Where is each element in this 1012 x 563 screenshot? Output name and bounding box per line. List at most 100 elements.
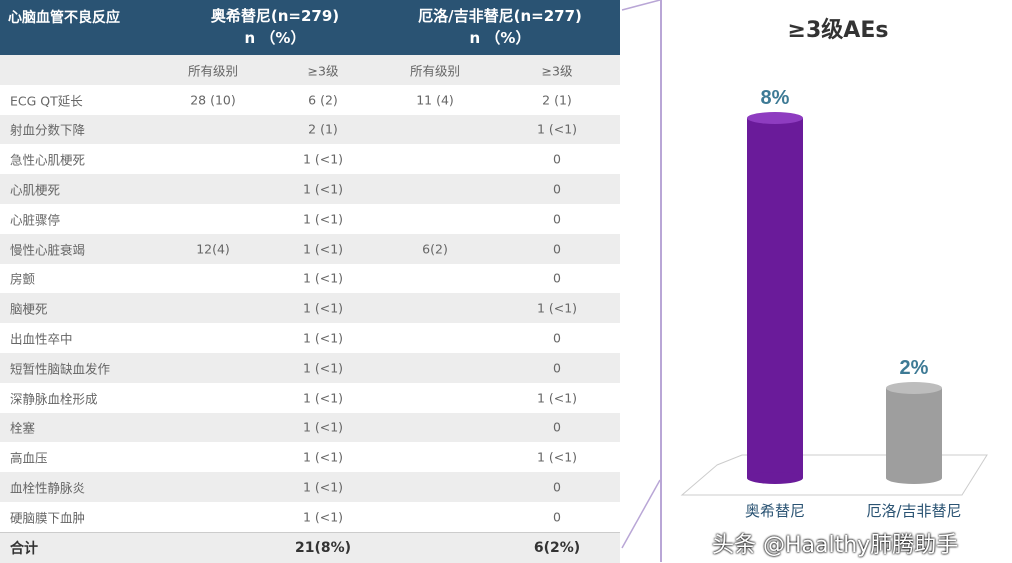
row-label: 射血分数下降: [10, 122, 86, 138]
row-label: 心肌梗死: [10, 182, 61, 198]
table-cell: 0: [553, 270, 561, 286]
row-label: 血栓性静脉炎: [10, 480, 86, 496]
table-cell: 1 (<1): [302, 151, 344, 167]
table-cell: 1 (<1): [302, 330, 344, 346]
group-name: 厄洛/吉非替尼(n=277): [418, 7, 582, 25]
table-cell: 1 (<1): [302, 211, 344, 227]
bar-bottom: [886, 472, 942, 484]
bar-bottom: [747, 472, 803, 484]
table-row: 心脏骤停 1 (<1) 0: [0, 204, 620, 234]
row-label: 急性心肌梗死: [10, 152, 86, 168]
row-label: 栓塞: [10, 420, 36, 436]
row-label: 硬脑膜下血肿: [10, 510, 86, 526]
table-cell: 0: [553, 509, 561, 525]
total-label: 合计: [10, 540, 38, 557]
table-cell: 0: [553, 419, 561, 435]
table-cell: 0: [553, 360, 561, 376]
table-cell: 0: [553, 330, 561, 346]
total-cell: 6(2%): [533, 539, 581, 556]
table-row: ECG QT延长 28 (10) 6 (2) 11 (4) 2 (1): [0, 85, 620, 115]
table-cell: 1 (<1): [302, 479, 344, 495]
table-cell: 6 (2): [308, 92, 338, 108]
category-label: 奥希替尼: [745, 502, 805, 520]
subheader: 所有级别: [409, 63, 460, 79]
bar-chart: 8% 奥希替尼 2% 厄洛/吉非替尼: [680, 87, 988, 520]
table-cell: 28 (10): [190, 92, 236, 108]
table-cell: 1 (<1): [536, 121, 578, 137]
table-cell: 1 (<1): [302, 181, 344, 197]
table-row: 射血分数下降 2 (1) 1 (<1): [0, 114, 620, 145]
category-label: 厄洛/吉非替尼: [866, 502, 961, 520]
table-row: 心肌梗死 1 (<1) 0: [0, 174, 620, 204]
table-cell: 1 (<1): [302, 449, 344, 465]
table-cell: 0: [553, 211, 561, 227]
table-cell: 1 (<1): [302, 270, 344, 286]
bar-top: [747, 112, 803, 124]
table-row: 出血性卒中 1 (<1) 0: [0, 323, 620, 353]
table-row: 短暂性脑缺血发作 1 (<1) 0: [0, 352, 620, 383]
table-cell: 12(4): [196, 241, 230, 257]
table-cell: 1 (<1): [302, 300, 344, 316]
row-label: ECG QT延长: [10, 93, 83, 109]
callout-line: [621, 0, 661, 11]
table-cell: 2 (1): [308, 121, 338, 137]
total-row: 合计 21(8%) 6(2%): [0, 531, 620, 563]
group-unit: n （%）: [244, 29, 306, 47]
row-label: 心脏骤停: [10, 212, 61, 228]
table-cell: 1 (<1): [302, 390, 344, 406]
subheader-row: 所有级别 ≥3级 所有级别 ≥3级: [0, 55, 620, 85]
table-header: 心脑血管不良反应 奥希替尼(n=279) n （%） 厄洛/吉非替尼(n=277…: [0, 0, 620, 55]
table-row: 血栓性静脉炎 1 (<1) 0: [0, 472, 620, 502]
table-row: 高血压 1 (<1) 1 (<1): [0, 442, 620, 472]
subheader: ≥3级: [541, 63, 573, 79]
group-unit: n （%）: [469, 29, 531, 47]
callout-line: [621, 479, 661, 549]
row-label: 脑梗死: [10, 301, 48, 317]
table-cell: 1 (<1): [302, 241, 344, 257]
table-cell: 6(2): [422, 241, 448, 257]
table-row: 慢性心脏衰竭 12(4) 1 (<1) 6(2) 0: [0, 233, 620, 264]
table-cell: 11 (4): [416, 92, 454, 108]
table-cell: 1 (<1): [536, 300, 578, 316]
table-row: 脑梗死 1 (<1) 1 (<1): [0, 293, 620, 324]
total-cell: 21(8%): [294, 539, 352, 556]
adverse-events-table: 心脑血管不良反应 奥希替尼(n=279) n （%） 厄洛/吉非替尼(n=277…: [0, 0, 620, 563]
data-label: 2%: [900, 357, 929, 379]
table-cell: 0: [553, 151, 561, 167]
table-row: 房颤 1 (<1) 0: [0, 264, 620, 294]
row-label: 高血压: [10, 450, 48, 466]
table-row: 硬脑膜下血肿 1 (<1) 0: [0, 502, 620, 532]
bar: [747, 118, 803, 478]
row-label: 短暂性脑缺血发作: [10, 361, 111, 377]
subheader: 所有级别: [187, 63, 238, 79]
table-cell: 1 (<1): [536, 449, 578, 465]
bar-top: [886, 382, 942, 394]
table-cell: 1 (<1): [302, 360, 344, 376]
table-row: 深静脉血栓形成 1 (<1) 1 (<1): [0, 383, 620, 413]
group-name: 奥希替尼(n=279): [210, 7, 340, 25]
data-label: 8%: [761, 87, 790, 109]
table-cell: 2 (1): [542, 92, 572, 108]
table-cell: 0: [553, 241, 561, 257]
table-cell: 1 (<1): [536, 390, 578, 406]
table-cell: 1 (<1): [302, 419, 344, 435]
chart-floor: [680, 454, 988, 496]
row-label: 深静脉血栓形成: [10, 391, 98, 407]
row-label: 慢性心脏衰竭: [10, 242, 86, 258]
chart-title: ≥3级AEs: [787, 18, 889, 43]
chart-panel: ≥3级AEs 8% 奥希替尼 2% 厄洛/吉非替尼: [660, 0, 1012, 562]
table-cell: 0: [553, 181, 561, 197]
watermark: 头条 @Haalthy肺腾助手: [712, 533, 959, 558]
subheader: ≥3级: [307, 63, 339, 79]
table-body: ECG QT延长 28 (10) 6 (2) 11 (4) 2 (1) 射血分数下降 2 (…: [0, 85, 620, 532]
row-label: 出血性卒中: [10, 331, 73, 347]
table-row: 急性心肌梗死 1 (<1) 0: [0, 144, 620, 174]
row-label: 房颤: [10, 271, 36, 287]
table-cell: 0: [553, 479, 561, 495]
header-label: 心脑血管不良反应: [8, 10, 120, 26]
table-row: 栓塞 1 (<1) 0: [0, 412, 620, 443]
bar: [886, 388, 942, 478]
group-comparator: 厄洛/吉非替尼(n=277) n （%）: [390, 5, 610, 49]
table-cell: 1 (<1): [302, 509, 344, 525]
